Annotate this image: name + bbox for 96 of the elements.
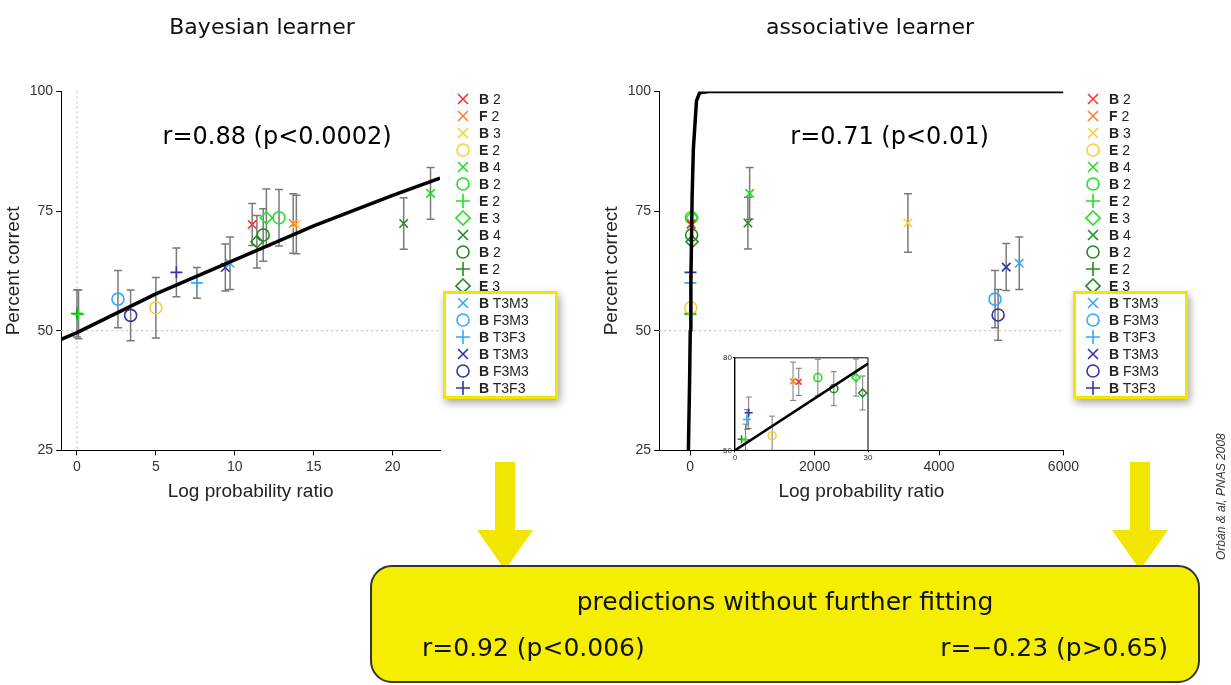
- legend-label: B 2: [1109, 175, 1131, 192]
- text: predictions without further fitting: [575, 587, 995, 616]
- point: [149, 300, 163, 315]
- x-tick-label: 2000: [799, 457, 831, 474]
- annotation: r=0.88 (p<0.0002): [162, 122, 392, 151]
- legend-label: E 2: [1109, 260, 1131, 277]
- point: [1014, 258, 1025, 269]
- y-tick-label: 50: [37, 321, 54, 338]
- text: r=0.92 (p<0.006): [422, 633, 645, 662]
- y-axis-title: Percent correct: [599, 205, 621, 336]
- y-tick-label: 50: [635, 321, 652, 338]
- point: [813, 372, 823, 383]
- point: [272, 210, 286, 225]
- legend-label: B 2: [1109, 243, 1131, 260]
- text: r=−0.23 (p>0.65): [940, 633, 1168, 662]
- legend-label: B 3: [479, 124, 501, 141]
- legend-label: F 2: [1109, 107, 1130, 124]
- point: [425, 188, 436, 199]
- y-tick-label: 100: [29, 82, 54, 99]
- x-axis-title: Log probability ratio: [778, 479, 945, 501]
- point: [685, 234, 699, 249]
- y-tick-label: 80: [722, 353, 733, 362]
- chart-title: Bayesian learner: [168, 14, 356, 39]
- point: [795, 378, 803, 386]
- annotation: r=0.71 (p<0.01): [790, 122, 989, 151]
- legend-label: E 2: [479, 260, 501, 277]
- point: [991, 308, 1005, 322]
- legend-label: B T3M3: [1109, 345, 1159, 362]
- legend-label: B 2: [479, 175, 501, 192]
- point: [259, 210, 274, 225]
- legend-label: B T3M3: [1109, 294, 1159, 311]
- legend-label: E 3: [1109, 277, 1131, 294]
- x-tick-label: 0: [732, 453, 738, 463]
- point: [902, 217, 913, 229]
- point: [111, 292, 125, 306]
- point: [220, 262, 231, 273]
- legend-label: B T3M3: [479, 294, 529, 311]
- legend-label: B F3M3: [1109, 311, 1159, 328]
- x-tick-label: 0: [73, 457, 82, 474]
- legend-label: E 3: [1109, 209, 1131, 226]
- legend-label: B 4: [479, 226, 501, 243]
- y-tick-label: 75: [635, 201, 652, 218]
- x-tick-label: 10: [227, 457, 243, 474]
- point: [684, 228, 699, 242]
- x-tick-label: 0: [686, 457, 695, 474]
- legend-label: B 2: [479, 243, 501, 260]
- legend-label: B T3F3: [479, 379, 526, 396]
- legend-label: B T3F3: [1109, 379, 1156, 396]
- legend-label: E 2: [1109, 141, 1131, 158]
- legend-label: B 4: [1109, 226, 1131, 243]
- x-axis-title: Log probability ratio: [167, 479, 334, 501]
- legend-label: B 2: [1109, 90, 1131, 107]
- point: [744, 188, 755, 199]
- point: [857, 388, 868, 398]
- y-tick-label: 100: [627, 82, 652, 99]
- legend-label: B 2: [479, 90, 501, 107]
- point: [851, 372, 861, 383]
- point: [988, 292, 1002, 306]
- legend-label: B 4: [1109, 158, 1131, 175]
- legend-label: F 2: [479, 107, 500, 124]
- y-tick-label: 25: [635, 441, 652, 458]
- legend-label: E 3: [479, 277, 501, 294]
- legend-label: B F3M3: [1109, 362, 1159, 379]
- legend-label: B T3F3: [1109, 328, 1156, 345]
- chart-title: associative learner: [764, 14, 976, 39]
- point: [256, 228, 271, 242]
- legend-label: E 2: [1109, 192, 1131, 209]
- legend-label: E 3: [479, 209, 501, 226]
- point: [398, 218, 409, 229]
- point: [1001, 262, 1012, 273]
- x-tick-label: 6000: [1047, 457, 1080, 474]
- x-tick-label: 30: [863, 453, 873, 463]
- legend-label: B F3M3: [479, 311, 529, 328]
- text: Orbán & al, PNAS 2008: [1214, 433, 1228, 560]
- legend-label: E 2: [479, 192, 501, 209]
- point: [767, 430, 777, 441]
- y-tick-label: 75: [37, 201, 54, 218]
- legend-label: B T3F3: [479, 328, 526, 345]
- point: [250, 234, 264, 249]
- legend-label: B 4: [479, 158, 501, 175]
- point: [169, 265, 184, 280]
- point: [829, 383, 839, 394]
- x-tick-label: 20: [384, 457, 401, 474]
- x-tick-label: 5: [151, 457, 160, 474]
- point: [742, 217, 753, 229]
- y-tick-label: 25: [37, 441, 54, 458]
- x-tick-label: 15: [305, 457, 322, 474]
- point: [247, 219, 258, 230]
- legend-label: B T3M3: [479, 345, 529, 362]
- x-tick-label: 4000: [923, 457, 955, 474]
- point: [123, 308, 138, 323]
- y-axis-title: Percent correct: [1, 205, 23, 336]
- legend-label: B 3: [1109, 124, 1131, 141]
- legend-label: B F3M3: [479, 362, 529, 379]
- legend-label: E 2: [479, 141, 501, 158]
- point: [683, 300, 698, 315]
